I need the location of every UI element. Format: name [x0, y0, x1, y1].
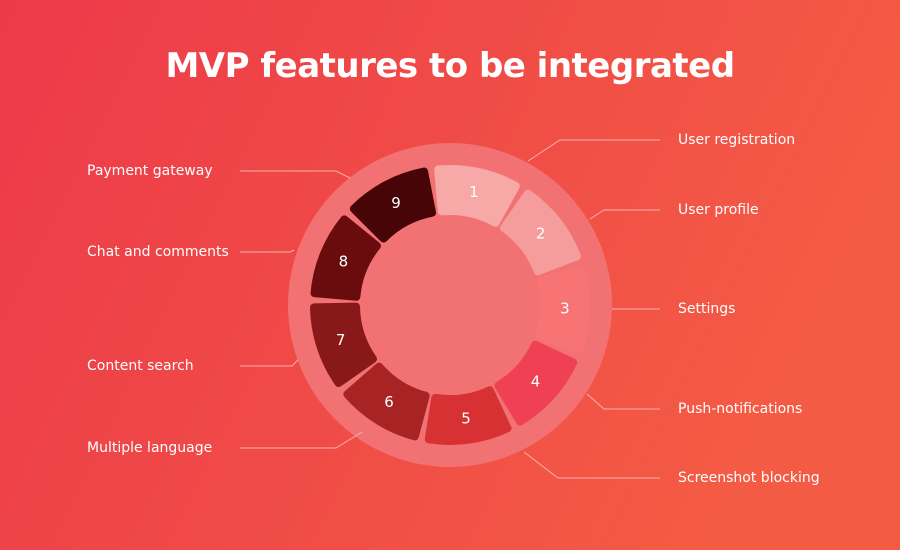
segment-number: 9: [391, 194, 401, 212]
feature-segment: [349, 167, 437, 243]
feature-label: Screenshot blocking: [678, 470, 820, 486]
connector-line: [523, 451, 660, 479]
feature-label: Payment gateway: [87, 163, 213, 179]
segment-number: 2: [536, 225, 546, 243]
feature-label: Multiple language: [87, 440, 212, 456]
segment-number: 6: [384, 393, 394, 411]
feature-label: Content search: [87, 358, 194, 374]
feature-segment: [424, 386, 512, 445]
feature-segment: [494, 340, 578, 426]
connector-line: [586, 393, 660, 410]
feature-segment: [343, 362, 430, 441]
segment-number: 8: [339, 252, 349, 270]
connector-line: [240, 359, 299, 367]
connector-line: [527, 139, 660, 162]
feature-label: Chat and comments: [87, 244, 229, 260]
connector-line: [240, 431, 363, 449]
feature-segment: [534, 265, 590, 354]
feature-label: User registration: [678, 132, 795, 148]
feature-label: Settings: [678, 301, 735, 317]
segment-number: 1: [469, 183, 479, 201]
feature-label: Push-notifications: [678, 401, 802, 417]
connector-line: [240, 170, 351, 179]
feature-segment: [499, 189, 581, 276]
connector-line: [589, 209, 660, 220]
feature-segment: [310, 302, 377, 388]
feature-segment: [434, 165, 520, 227]
connector-line: [240, 249, 295, 253]
segment-number: 5: [461, 409, 471, 427]
segment-number: 7: [336, 331, 346, 349]
feature-segment: [310, 215, 381, 301]
feature-label: User profile: [678, 202, 759, 218]
segment-number: 3: [560, 300, 570, 318]
title: MVP features to be integrated: [165, 46, 734, 86]
segment-number: 4: [531, 372, 541, 390]
